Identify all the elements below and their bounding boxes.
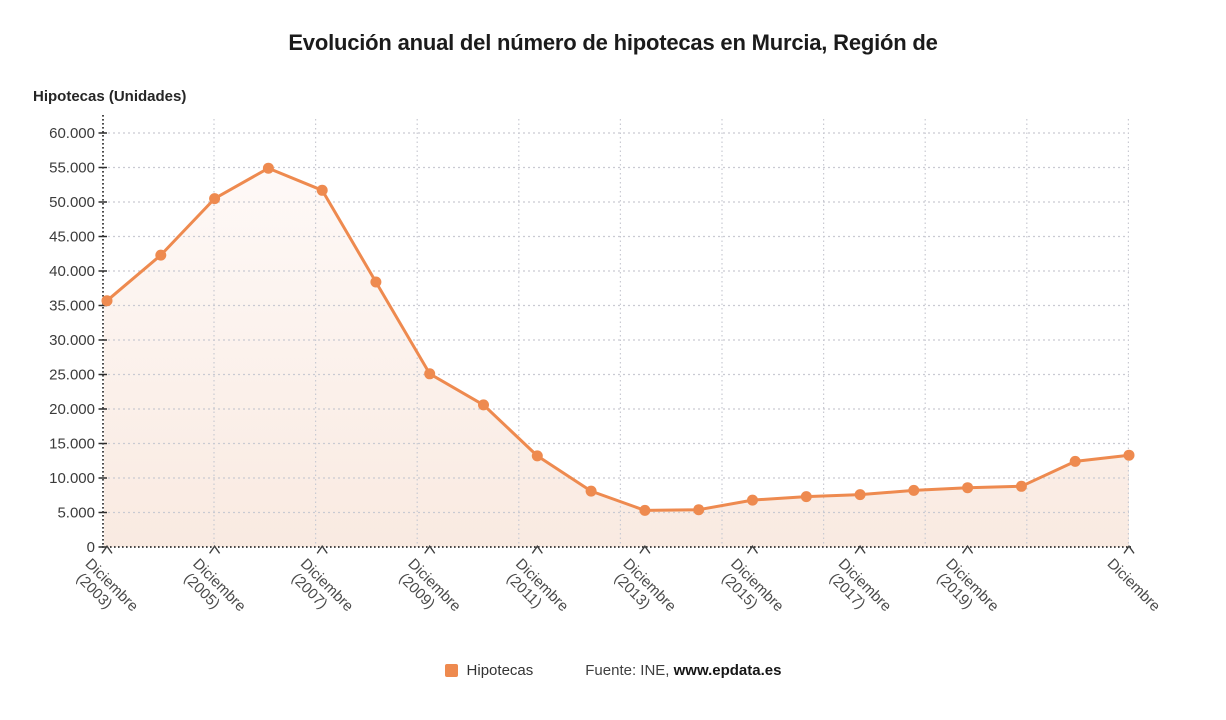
svg-text:Diciembre(2011): Diciembre(2011) <box>500 555 571 626</box>
x-tick-label: Diciembre(2019) <box>931 555 1002 626</box>
svg-text:Diciembre: Diciembre <box>1104 555 1164 615</box>
data-point <box>531 450 543 462</box>
area-fill <box>104 168 1129 547</box>
svg-text:Diciembre(2017): Diciembre(2017) <box>823 555 894 626</box>
x-tick-labels: Diciembre(2003) Diciembre(2005) Diciembre(… <box>70 555 1164 626</box>
y-tick-label: 40.000 <box>49 263 95 280</box>
axes <box>102 115 1131 548</box>
data-point <box>262 162 274 174</box>
y-tick-label: 60.000 <box>49 125 95 142</box>
svg-text:Diciembre(2007): Diciembre(2007) <box>285 555 356 626</box>
svg-text:Diciembre(2003): Diciembre(2003) <box>70 555 141 626</box>
data-point <box>908 484 920 496</box>
y-tick-label: 45.000 <box>49 229 95 246</box>
chart-title: Evolución anual del número de hipotecas … <box>288 30 938 55</box>
svg-text:Diciembre(2005): Diciembre(2005) <box>178 555 249 626</box>
svg-text:Diciembre(2009): Diciembre(2009) <box>393 555 464 626</box>
source-prefix: Fuente: INE, <box>585 662 670 679</box>
data-point <box>1015 480 1027 492</box>
y-tick-label: 15.000 <box>49 436 95 453</box>
vertical-gridlines <box>213 119 1130 547</box>
y-tick-label: 5.000 <box>57 505 95 522</box>
data-point <box>155 249 167 261</box>
data-point <box>693 504 705 516</box>
x-tick-label: Diciembre(2003) <box>70 555 142 626</box>
data-point <box>370 276 382 288</box>
svg-text:Diciembre(2019): Diciembre(2019) <box>931 555 1002 626</box>
legend-swatch-hipotecas <box>444 664 458 677</box>
data-point <box>101 295 113 307</box>
legend-label: Hipotecas <box>466 662 534 679</box>
y-tick-label: 50.000 <box>49 194 95 211</box>
y-ticks <box>98 132 107 548</box>
data-point <box>639 504 651 516</box>
y-tick-labels: 0 5.000 10.000 15.000 20.000 25.000 30.000 35.0… <box>49 125 95 556</box>
y-axis-title: Hipotecas (Unidades) <box>33 88 187 105</box>
x-tick-label: Diciembre(2007) <box>285 555 357 626</box>
y-tick-label: 55.000 <box>49 160 95 177</box>
data-point <box>1123 449 1135 461</box>
svg-text:Diciembre(2015): Diciembre(2015) <box>716 555 787 626</box>
data-point <box>1069 455 1081 467</box>
x-tick-label: Diciembre(2015) <box>716 555 787 626</box>
data-point <box>854 489 866 501</box>
x-tick-label: Diciembre(2017) <box>823 555 895 626</box>
x-tick-label: Diciembre(2011) <box>500 555 572 626</box>
data-point <box>316 184 328 196</box>
x-tick-label: Diciembre <box>1104 555 1164 615</box>
x-tick-label: Diciembre(2013) <box>608 555 680 626</box>
data-point <box>478 399 489 411</box>
data-point <box>424 368 436 380</box>
y-tick-label: 25.000 <box>49 367 95 384</box>
data-point <box>585 485 597 497</box>
legend: Hipotecas Fuente: INE, www.epdata.es <box>0 662 1226 679</box>
x-ticks <box>101 544 1135 554</box>
y-tick-label: 30.000 <box>49 332 95 349</box>
data-points <box>101 162 1135 516</box>
y-tick-label: 35.000 <box>49 298 95 315</box>
source-text: Fuente: INE, www.epdata.es <box>585 662 781 679</box>
data-point <box>800 491 812 503</box>
horizontal-gridlines <box>103 132 1129 514</box>
y-tick-label: 20.000 <box>49 401 95 418</box>
series-line <box>105 166 1131 512</box>
data-point <box>209 193 221 205</box>
data-point <box>747 494 758 506</box>
svg-text:Diciembre(2013): Diciembre(2013) <box>608 555 679 626</box>
source-link[interactable]: www.epdata.es <box>673 662 782 679</box>
data-point <box>962 482 974 494</box>
y-tick-label: 10.000 <box>49 470 95 487</box>
x-tick-label: Diciembre(2009) <box>393 555 465 626</box>
x-tick-label: Diciembre(2005) <box>178 555 249 626</box>
y-tick-label: 0 <box>87 539 95 556</box>
